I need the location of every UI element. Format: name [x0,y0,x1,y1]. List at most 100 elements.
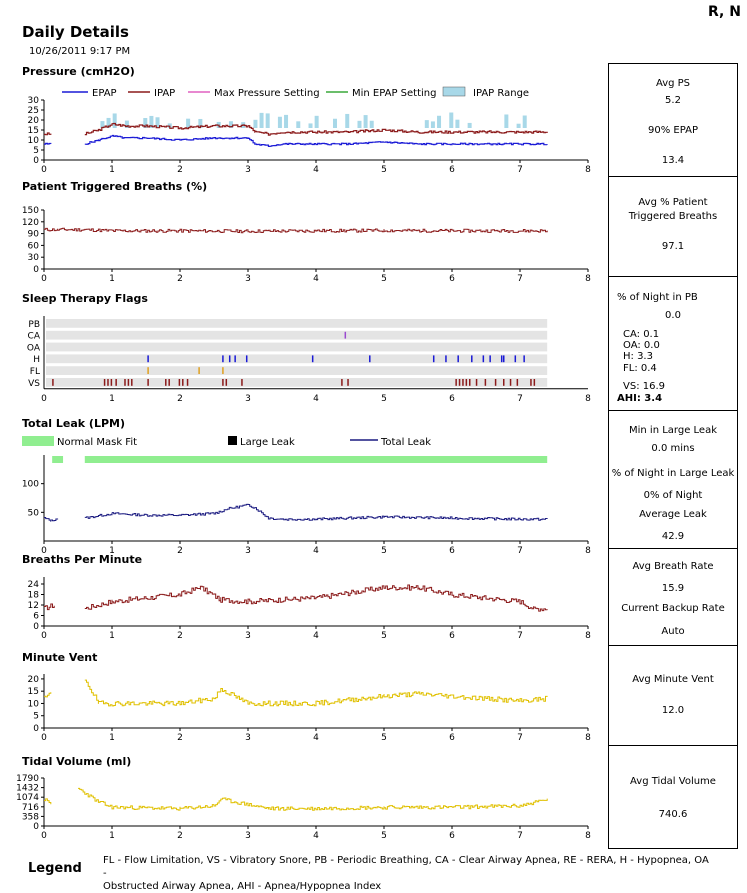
ipap-range-bar [424,120,429,128]
mv-y-tick-label: 15 [28,687,39,697]
mv-y-tick-label: 5 [33,712,39,722]
oa-stat: OA: 0.0 [623,340,660,351]
flag-event-VS [494,379,497,386]
flag-event-H [369,355,371,363]
flags-x-tick-label: 0 [41,394,47,404]
leak-x-tick-label: 2 [177,546,183,556]
legend-line-2: Obstructed Airway Apnea, AHI - Apnea/Hyp… [103,881,382,892]
triggered-line [44,227,548,234]
flag-row-VS [46,378,548,387]
triggered-x-tick-label: 7 [517,274,523,284]
ipap-range-bar [253,119,258,128]
ipap-range-bar [369,120,374,128]
fl-stat: FL: 0.4 [623,363,657,374]
total-leak-line [44,503,548,522]
backup-rate-value: Auto [661,626,685,637]
legend-title: Legend [28,861,82,876]
ahi-stat: AHI: 3.4 [617,393,663,404]
ipap-range-bar [228,121,233,128]
pressure-y-tick-label: 15 [28,126,39,136]
flag-event-VS [115,379,117,386]
epap90-value: 13.4 [661,155,685,166]
flag-event-VS [222,379,224,386]
ipap-range-bar [296,121,301,128]
triggered-y-tick-label: 60 [28,241,40,251]
flag-event-H [457,355,459,363]
triggered-value: 97.1 [661,241,685,252]
ipap-range-bar [522,115,527,128]
bpm-x-tick-label: 6 [449,631,455,641]
flag-event-H [228,355,231,363]
tv-y-tick-label: 1432 [16,784,39,794]
ipap-range-bar [100,121,105,128]
triggered-y-tick-label: 30 [28,253,40,263]
ipap-range-bar [449,112,454,128]
flag-row-label: FL [30,367,40,377]
flag-event-VS [241,379,243,386]
report-date: 10/26/2011 9:17 PM [29,46,131,57]
avg-leak-value: 42.9 [661,531,685,542]
leak-x-tick-label: 7 [517,546,523,556]
tv-y-tick-label: 716 [22,803,39,813]
flag-event-H [489,355,491,363]
flag-event-VS [347,379,349,386]
tv-y-tick-label: 0 [33,822,39,832]
ipap-range-bar [198,118,203,128]
flag-event-VS [178,379,181,386]
tv-x-tick-label: 2 [177,831,183,841]
legend-ipap: IPAP [154,88,175,99]
legend-total-leak: Total Leak [380,437,431,448]
pressure-x-tick-label: 2 [177,165,183,175]
triggered-label-2: Triggered Breaths [628,211,718,222]
mv-x-tick-label: 3 [245,733,251,743]
flag-event-VS [458,379,461,386]
mv-x-tick-label: 1 [109,733,115,743]
mv-x-tick-label: 0 [41,733,47,743]
large-leak-min-value: 0.0 mins [651,443,695,454]
pressure-y-tick-label: 30 [28,96,40,106]
bpm-x-tick-label: 7 [517,631,523,641]
mask-fit-bar [84,456,548,463]
bpm-y-tick-label: 0 [33,622,39,632]
ipap-range-bar [314,115,319,128]
flag-event-VS [131,379,133,386]
mv-y-tick-label: 20 [28,675,40,685]
flag-row-label: OA [27,343,41,353]
leak-x-tick-label: 5 [381,546,387,556]
ipap-range-bar [186,118,191,128]
legend-large-leak: Large Leak [240,437,295,448]
ipap-range-bar [284,114,289,128]
tv-line [44,787,548,811]
flags-x-tick-label: 5 [381,394,387,404]
tv-x-tick-label: 5 [381,831,387,841]
flag-event-VS [110,379,113,386]
tv-x-tick-label: 7 [517,831,523,841]
flag-event-VS [462,379,464,386]
large-leak-min-label: Min in Large Leak [629,425,717,436]
ipap-range-bar [333,118,337,128]
flag-event-VS [503,379,505,386]
ipap-range-bar [277,116,282,128]
flag-row-PB [46,319,548,328]
mv-panel: Avg Minute Vent 12.0 [608,645,738,745]
flag-event-VS [465,379,468,386]
tv-x-tick-label: 1 [109,831,115,841]
triggered-y-tick-label: 150 [22,206,39,216]
mask-fit-bar [52,456,64,463]
leak-y-tick-label: 100 [22,480,39,490]
flag-event-H [503,355,505,363]
flag-event-VS [52,379,54,386]
vs-stat: VS: 16.9 [623,381,666,392]
flag-event-H [147,355,149,363]
ipap-line [44,122,548,136]
avg-breath-rate-value: 15.9 [661,583,685,594]
flag-event-CA [344,331,347,339]
flag-event-H [432,355,435,363]
leak-axes: 0 1 2 3 4 5 6 7 8 100 50 [22,455,591,556]
mv-y-tick-label: 0 [33,724,39,734]
flag-event-VS [516,379,519,386]
mv-axes: 0 1 2 3 4 5 6 7 8 20 15 10 5 0 [28,674,591,743]
ipap-range-bar [467,122,472,128]
leak-x-tick-label: 0 [41,546,47,556]
